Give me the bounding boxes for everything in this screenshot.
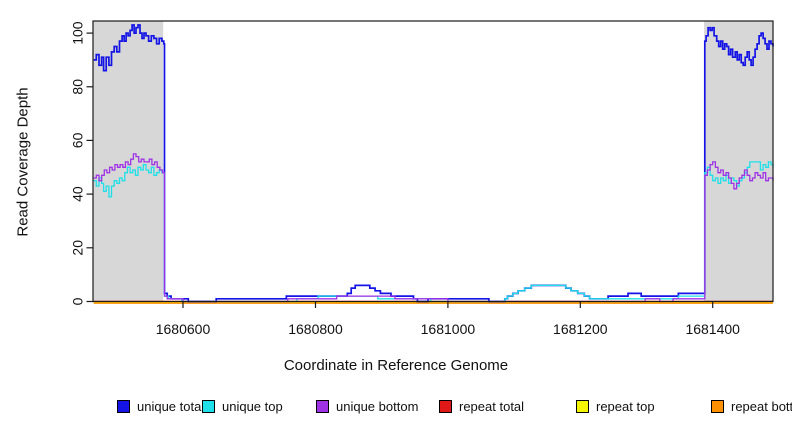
- legend-item-repeat-bottom: repeat bottom: [711, 399, 792, 414]
- x-axis-title: Coordinate in Reference Genome: [283, 357, 509, 374]
- x-tick-label: 1681200: [553, 321, 608, 337]
- plot-svg: 1680600 1680800 1681000 1681200 1681400 0 20 40…: [70, 20, 774, 337]
- y-tick-label: 100: [70, 21, 86, 45]
- legend-item-unique-top: unique top: [202, 399, 283, 414]
- series-line-unique-bottom: [93, 153, 774, 303]
- plot-border: [92, 20, 774, 303]
- legend-label: unique total: [137, 399, 205, 414]
- legend-swatch-repeat-bottom-icon: [711, 400, 724, 413]
- y-tick-label: 60: [70, 132, 86, 148]
- legend-swatch-unique-top-icon: [202, 400, 215, 413]
- x-tick-label: 1681400: [685, 321, 740, 337]
- legend-swatch-repeat-total-icon: [439, 400, 452, 413]
- series-line-unique-top: [93, 161, 774, 303]
- legend-swatch-unique-bottom-icon: [316, 400, 329, 413]
- y-tick-label: 0: [70, 297, 86, 305]
- series-line-unique-total: [93, 24, 774, 303]
- x-tick-label: 1681000: [421, 321, 476, 337]
- y-tick-label: 40: [70, 186, 86, 202]
- y-tick-label: 80: [70, 79, 86, 95]
- legend-item-unique-total: unique total: [117, 399, 204, 414]
- legend-item-repeat-top: repeat top: [576, 399, 655, 414]
- legend-label: repeat bottom: [731, 399, 792, 414]
- y-tick-label: 20: [70, 240, 86, 256]
- legend-item-unique-bottom: unique bottom: [316, 399, 418, 414]
- legend-label: repeat top: [596, 399, 655, 414]
- legend-swatch-repeat-top-icon: [576, 400, 589, 413]
- legend-label: repeat total: [459, 399, 525, 414]
- legend-swatch-unique-total-icon: [117, 400, 130, 413]
- y-axis-title: Read Coverage Depth: [14, 87, 32, 237]
- legend-label: unique top: [222, 399, 283, 414]
- legend-item-repeat-total: repeat total: [439, 399, 524, 414]
- x-tick-label: 1680800: [288, 321, 343, 337]
- x-tick-label: 1680600: [156, 321, 211, 337]
- legend-label: unique bottom: [336, 399, 419, 414]
